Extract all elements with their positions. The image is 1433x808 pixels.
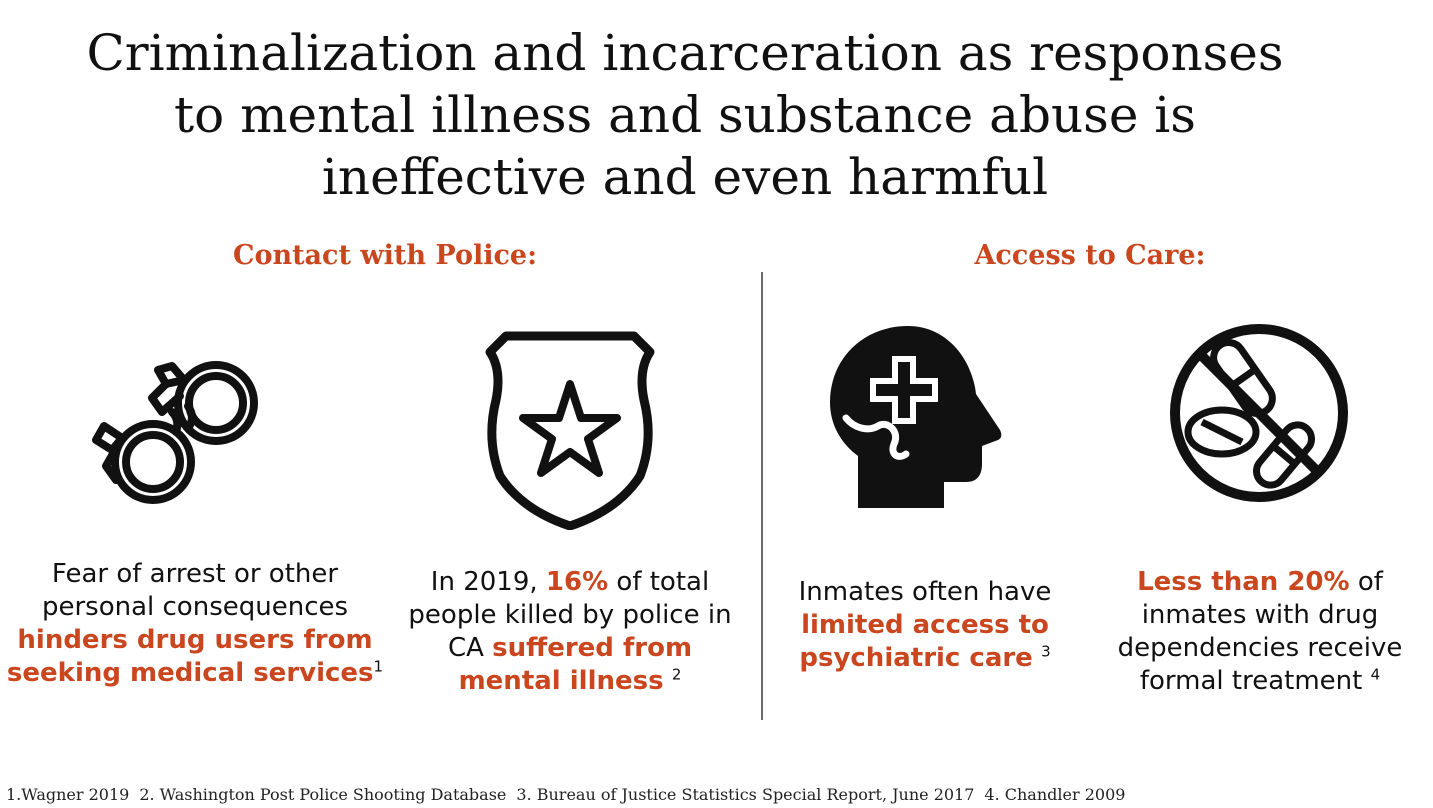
section-heading-care: Access to Care: [974,240,1206,271]
police-badge-icon [485,331,655,530]
no-pills-icon [1170,324,1348,502]
head-medical-cross-icon [830,326,1002,508]
references-footer: 1.Wagner 2019 2. Washington Post Police S… [6,785,1135,804]
caption-highlight: suffered from mental illness [458,633,693,696]
caption-highlight: limited access to psychiatric care [799,610,1049,673]
reference-2: 2. Washington Post Police Shooting Datab… [139,785,507,804]
caption-highlight-percent: 16% [545,567,609,597]
reference-marker: 2 [671,665,682,684]
caption-drug-treatment: Less than 20% of inmates with drug depen… [1090,566,1430,698]
caption-police-killings: In 2019, 16% of total people killed by p… [395,566,745,698]
reference-marker: 4 [1370,665,1381,684]
reference-3: 3. Bureau of Justice Statistics Special … [516,785,975,804]
caption-text: Inmates often have [798,577,1052,607]
caption-text: Fear of arrest or other personal consequ… [41,559,349,622]
caption-psychiatric-care: Inmates often have limited access to psy… [780,576,1070,675]
caption-text: of inmates with drug dependencies receiv… [1117,567,1403,696]
slide-title: Criminalization and incarceration as res… [40,22,1330,208]
reference-4: 4. Chandler 2009 [984,785,1126,804]
caption-highlight: Less than 20% [1137,567,1350,597]
reference-marker: 3 [1041,642,1051,661]
reference-marker: 1 [373,657,384,676]
section-divider [761,272,763,720]
reference-1: 1.Wagner 2019 [6,785,130,804]
handcuffs-icon [92,361,258,504]
title-line-2: to mental illness and substance abuse is [174,86,1196,144]
caption-police-fear: Fear of arrest or other personal consequ… [5,558,385,690]
caption-text-mid: of total people killed by police in CA [408,567,732,663]
caption-text: In 2019, [430,567,538,597]
section-heading-police: Contact with Police: [232,240,538,271]
caption-highlight: hinders drug users from seeking medical … [6,625,374,688]
title-line-1: Criminalization and incarceration as res… [86,24,1284,82]
title-line-3: ineffective and even harmful [321,148,1049,206]
